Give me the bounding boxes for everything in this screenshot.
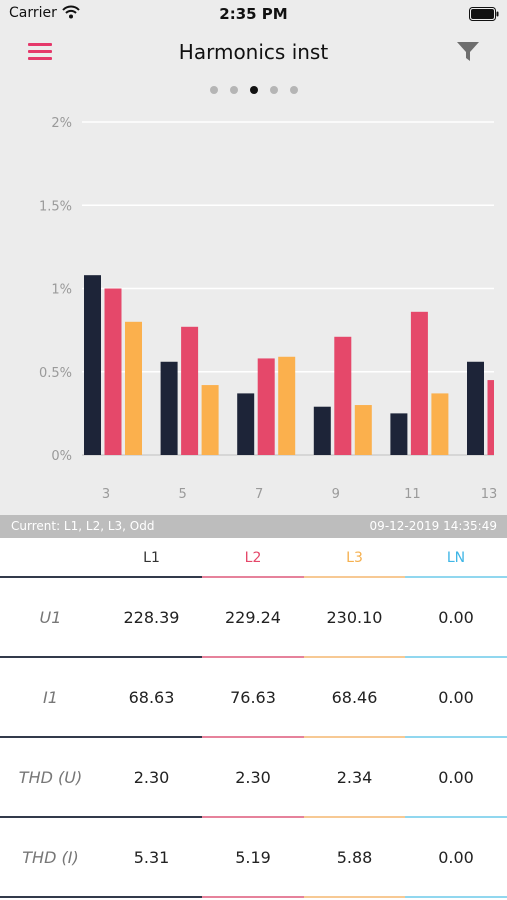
header: Harmonics inst (0, 28, 507, 78)
value-cell: 76.63 (230, 688, 276, 707)
column-header-ln: LN (446, 550, 466, 566)
bar (334, 336, 352, 455)
bar (313, 406, 331, 455)
x-tick-label: 7 (255, 487, 263, 502)
value-cell: 0.00 (438, 768, 474, 787)
bar (257, 358, 275, 455)
y-tick-label: 0% (51, 449, 72, 464)
value-cell: 228.39 (123, 608, 180, 627)
value-cell: 0.00 (438, 848, 474, 867)
page-title: Harmonics inst (178, 40, 329, 64)
page-dot[interactable] (269, 86, 278, 94)
menu-icon[interactable] (28, 43, 52, 61)
value-cell: 2.34 (336, 768, 373, 787)
bar (354, 405, 372, 455)
bar (390, 413, 408, 455)
x-tick-label: 3 (102, 487, 110, 502)
value-cell: 5.88 (336, 848, 373, 867)
value-cell: 0.00 (438, 608, 474, 627)
value-cell: 68.46 (331, 688, 378, 707)
page-dot[interactable] (229, 86, 238, 94)
value-cell: 229.24 (225, 608, 281, 627)
table-row: I1 68.63 76.63 68.46 0.00 (0, 658, 507, 738)
battery-icon (469, 7, 499, 21)
harmonics-bar-chart: 0% 0.5% 1% 1.5% 2% 3 5 7 9 11 13 (39, 116, 498, 502)
bar (201, 385, 219, 455)
value-cell: 2.30 (235, 768, 271, 787)
page-dot[interactable] (249, 86, 258, 94)
wifi-icon (62, 5, 80, 19)
value-cell: 0.00 (438, 688, 474, 707)
bar (125, 321, 142, 455)
measurement-selection: Current: L1, L2, L3, Odd (11, 519, 155, 533)
filter-icon[interactable] (456, 41, 480, 63)
page-dot[interactable] (209, 86, 218, 94)
y-tick-label: 2% (51, 116, 72, 131)
y-tick-label: 0.5% (39, 366, 72, 381)
carrier-label: Carrier (9, 5, 57, 21)
x-tick-label: 13 (481, 487, 498, 502)
bar (84, 275, 101, 455)
bar (467, 361, 484, 455)
row-label: I1 (43, 688, 58, 707)
value-cell: 5.31 (133, 848, 170, 867)
row-label: U1 (39, 608, 62, 627)
measurement-table: L1 L2 L3 LN U1 228.39 229.24 230.10 0.00… (0, 538, 507, 898)
column-header-l2: L2 (244, 550, 262, 566)
chart-area: Harmonics inst 0% 0.5% 1% 1.5% 2% 3 5 7 9 11 13 (0, 28, 507, 515)
bar (410, 311, 428, 455)
page-indicator[interactable] (0, 86, 507, 94)
bar (160, 361, 178, 455)
value-cell: 2.30 (133, 768, 170, 787)
row-label: THD (U) (18, 768, 83, 787)
bar (181, 326, 199, 455)
bar (104, 288, 122, 455)
table-row: U1 228.39 229.24 230.10 0.00 (0, 578, 507, 658)
x-tick-label: 9 (332, 487, 340, 502)
table-header: L1 L2 L3 LN (0, 538, 507, 578)
bar (487, 380, 494, 455)
clock: 2:35 PM (219, 5, 288, 23)
column-header-l3: L3 (346, 550, 363, 566)
value-cell: 68.63 (128, 688, 175, 707)
x-tick-label: 11 (404, 487, 421, 502)
value-cell: 5.19 (235, 848, 271, 867)
y-tick-label: 1% (51, 283, 72, 298)
page-dot[interactable] (289, 86, 298, 94)
y-tick-label: 1.5% (39, 199, 72, 214)
status-bar: Carrier 2:35 PM (0, 0, 507, 28)
value-cell: 230.10 (326, 608, 383, 627)
timestamp: 09-12-2019 14:35:49 (369, 519, 497, 533)
table-row: THD (I) 5.31 5.19 5.88 0.00 (0, 818, 507, 898)
bar (278, 356, 296, 455)
row-label: THD (I) (22, 848, 79, 867)
info-bar: Current: L1, L2, L3, Odd 09-12-2019 14:3… (0, 515, 507, 538)
column-header-l1: L1 (143, 550, 160, 566)
bar (237, 393, 255, 455)
bar (431, 393, 449, 455)
x-tick-label: 5 (178, 487, 186, 502)
table-row: THD (U) 2.30 2.30 2.34 0.00 (0, 738, 507, 818)
